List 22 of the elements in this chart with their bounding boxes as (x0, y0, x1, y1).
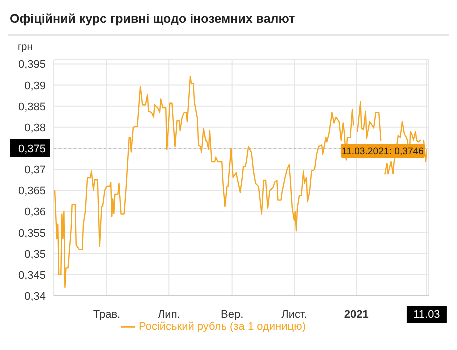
x-tick-label: 11.03 (414, 309, 440, 321)
annotation: 11.03.2021: 0,3746 (342, 146, 424, 158)
x-tick-label: Вер. (221, 309, 244, 321)
y-tick-label: 0,355 (18, 228, 46, 240)
x-tick-label: Лип. (158, 309, 180, 321)
x-tick-label: Лист. (282, 309, 308, 321)
y-tick-label: 0,38 (24, 122, 46, 134)
y-tick-label: 0,35 (24, 248, 46, 261)
legend-label: Російський рубль (за 1 одиницю) (138, 320, 306, 333)
y-tick-label: 0,385 (18, 101, 46, 114)
y-tick-label: 0,365 (18, 186, 46, 198)
y-tick-label: 0,395 (18, 59, 46, 72)
x-tick-label: 2021 (344, 309, 369, 321)
y-tick-label: 0,375 (18, 144, 46, 156)
x-tick-label: Трав. (93, 309, 121, 321)
y-axis-title: грн (18, 42, 33, 53)
y-tick-label: 0,37 (24, 164, 46, 177)
y-tick-label: 0,34 (24, 291, 46, 303)
y-tick-label: 0,39 (24, 80, 46, 92)
y-tick-label: 0,36 (24, 206, 46, 219)
chart-title: Офіційний курс гривні щодо іноземних валют (8, 8, 449, 36)
y-tick-label: 0,345 (18, 270, 46, 282)
